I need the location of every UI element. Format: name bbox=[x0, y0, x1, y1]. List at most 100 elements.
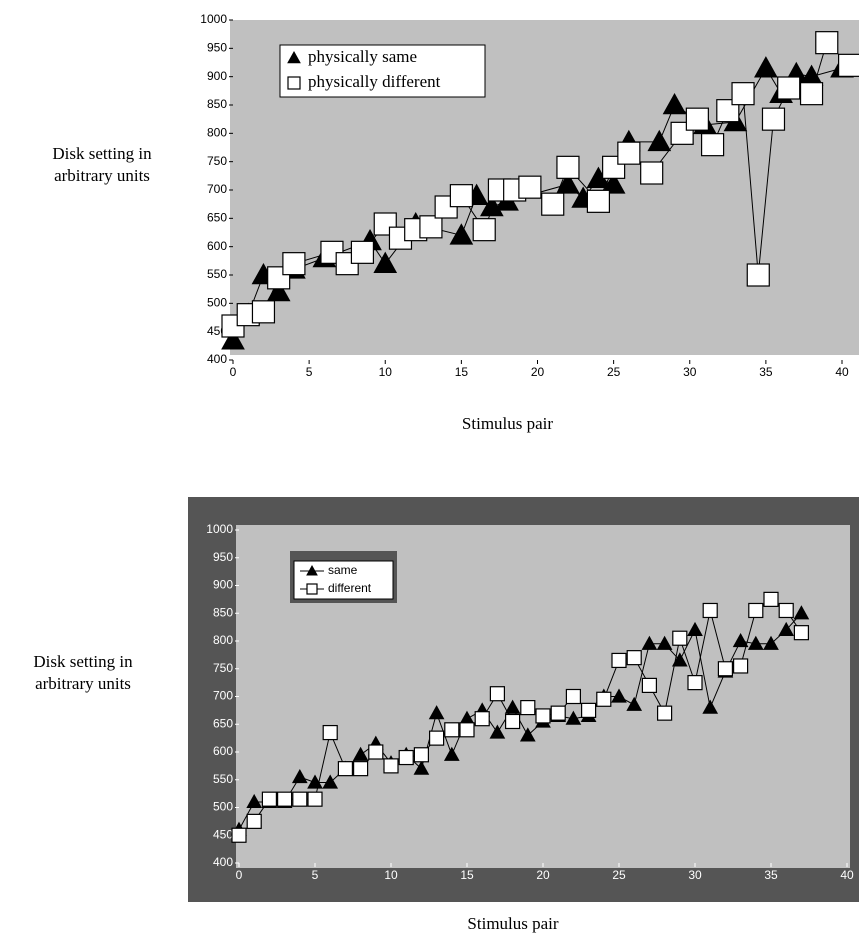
marker bbox=[518, 175, 542, 199]
marker bbox=[640, 161, 664, 185]
marker bbox=[556, 172, 580, 194]
y-tick-label: 950 bbox=[213, 550, 233, 564]
marker bbox=[282, 252, 306, 276]
marker bbox=[641, 677, 658, 694]
marker bbox=[761, 107, 786, 131]
marker bbox=[322, 724, 338, 741]
marker bbox=[383, 758, 399, 774]
x-tick-label: 15 bbox=[455, 365, 469, 379]
x-tick-label: 20 bbox=[536, 868, 550, 882]
x-tick-label: 25 bbox=[607, 365, 621, 379]
marker bbox=[519, 727, 536, 742]
y-axis-label: arbitrary units bbox=[35, 674, 131, 693]
marker bbox=[505, 713, 521, 730]
marker bbox=[306, 564, 318, 576]
marker bbox=[778, 621, 795, 636]
x-tick-label: 10 bbox=[379, 365, 393, 379]
marker bbox=[474, 711, 490, 727]
marker bbox=[777, 76, 801, 100]
x-tick-label: 40 bbox=[835, 365, 849, 379]
x-axis-label: Stimulus pair bbox=[462, 414, 553, 433]
marker bbox=[763, 635, 779, 650]
y-tick-label: 650 bbox=[207, 211, 227, 225]
marker bbox=[459, 722, 475, 738]
marker bbox=[778, 602, 794, 619]
marker bbox=[291, 768, 308, 784]
marker bbox=[246, 793, 263, 809]
marker bbox=[815, 31, 839, 55]
marker bbox=[748, 602, 764, 619]
marker bbox=[541, 192, 565, 216]
marker bbox=[732, 658, 749, 674]
legend-label: same bbox=[328, 563, 358, 577]
marker bbox=[626, 650, 642, 666]
y-tick-label: 900 bbox=[207, 69, 227, 83]
marker bbox=[687, 621, 703, 636]
marker bbox=[565, 710, 582, 725]
marker bbox=[287, 50, 301, 64]
x-tick-label: 30 bbox=[683, 365, 697, 379]
x-tick-label: 35 bbox=[764, 868, 778, 882]
marker bbox=[685, 107, 709, 131]
y-tick-label: 550 bbox=[213, 772, 233, 786]
marker bbox=[489, 724, 506, 739]
marker bbox=[449, 184, 473, 208]
x-tick-label: 20 bbox=[531, 365, 545, 379]
marker bbox=[687, 675, 703, 691]
marker bbox=[261, 791, 277, 807]
marker bbox=[337, 761, 353, 777]
y-tick-label: 900 bbox=[213, 578, 233, 592]
marker bbox=[550, 705, 566, 721]
y-tick-label: 750 bbox=[207, 154, 227, 168]
marker bbox=[444, 722, 460, 738]
marker bbox=[373, 251, 398, 273]
y-tick-label: 850 bbox=[207, 97, 227, 111]
marker bbox=[520, 699, 536, 716]
marker bbox=[763, 591, 779, 607]
marker bbox=[419, 215, 443, 239]
marker bbox=[565, 688, 582, 705]
marker bbox=[672, 630, 688, 646]
y-tick-label: 800 bbox=[207, 126, 227, 140]
marker bbox=[449, 223, 474, 245]
marker bbox=[353, 761, 369, 777]
x-tick-label: 0 bbox=[236, 868, 243, 882]
marker bbox=[580, 702, 597, 718]
marker bbox=[472, 218, 496, 242]
marker bbox=[656, 705, 673, 721]
y-tick-label: 500 bbox=[207, 296, 227, 310]
y-axis-label: arbitrary units bbox=[54, 166, 150, 185]
y-tick-label: 400 bbox=[207, 352, 227, 366]
y-tick-label: 600 bbox=[213, 744, 233, 758]
y-tick-label: 1000 bbox=[200, 12, 227, 26]
y-axis-label: Disk setting in bbox=[52, 144, 152, 163]
x-tick-label: 40 bbox=[840, 868, 854, 882]
marker bbox=[307, 791, 323, 807]
y-tick-label: 600 bbox=[207, 239, 227, 253]
marker bbox=[413, 747, 429, 763]
marker bbox=[662, 92, 687, 115]
marker bbox=[413, 760, 430, 775]
marker bbox=[641, 635, 658, 650]
y-tick-label: 400 bbox=[213, 855, 233, 869]
y-tick-label: 700 bbox=[207, 182, 227, 196]
marker bbox=[717, 661, 734, 677]
marker bbox=[277, 791, 293, 807]
marker bbox=[221, 328, 245, 350]
marker bbox=[746, 263, 770, 287]
marker bbox=[838, 53, 859, 77]
y-axis-label: Disk setting in bbox=[33, 652, 133, 671]
y-tick-label: 550 bbox=[207, 267, 227, 281]
marker bbox=[350, 240, 375, 264]
marker bbox=[292, 791, 308, 807]
marker bbox=[596, 691, 612, 707]
legend-label: different bbox=[328, 581, 372, 595]
marker bbox=[799, 82, 824, 106]
marker bbox=[586, 189, 611, 213]
marker bbox=[754, 56, 778, 78]
marker bbox=[251, 300, 276, 324]
marker bbox=[479, 194, 504, 217]
marker bbox=[702, 602, 718, 619]
marker bbox=[671, 652, 688, 667]
marker bbox=[489, 686, 505, 702]
